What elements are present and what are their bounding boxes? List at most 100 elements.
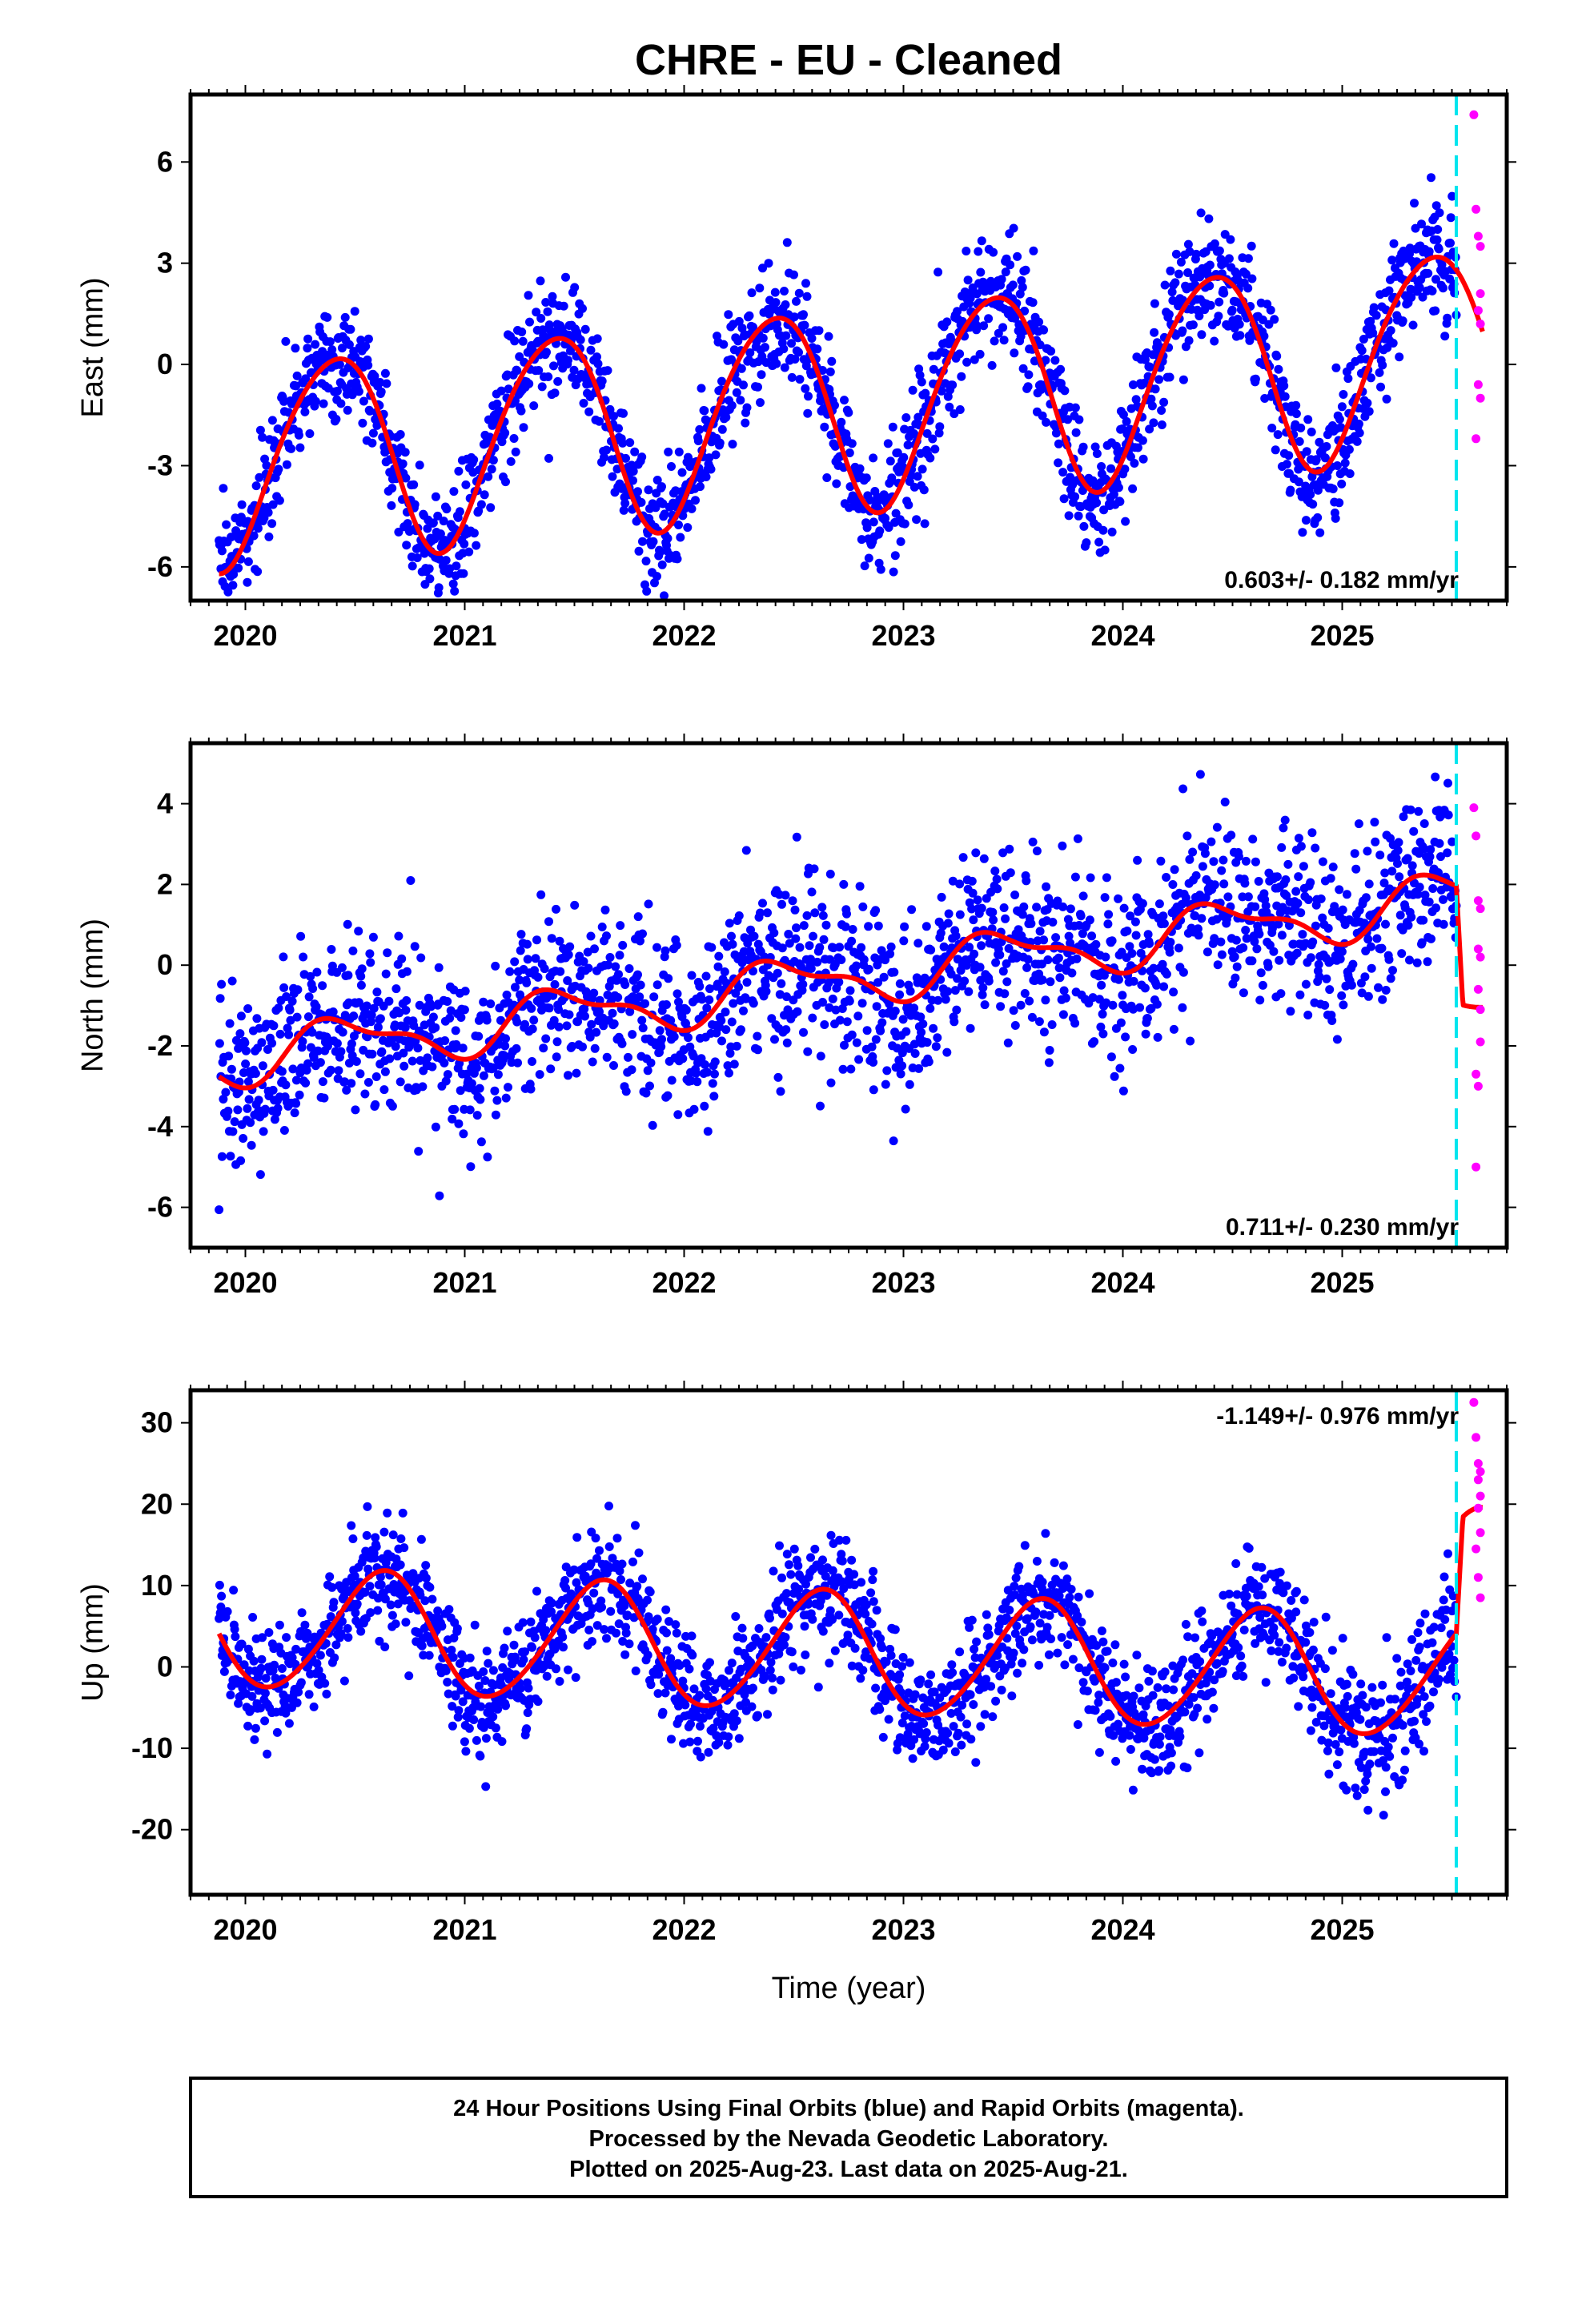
data-point [335, 360, 344, 369]
data-point [1130, 459, 1139, 468]
data-point [368, 932, 378, 942]
data-point [1023, 382, 1033, 392]
data-point [644, 485, 653, 495]
data-point [1197, 330, 1207, 340]
data-point [897, 1048, 907, 1058]
data-point [510, 336, 520, 346]
data-point [368, 428, 378, 438]
data-point [889, 1136, 898, 1146]
data-point [717, 1036, 726, 1046]
data-point [909, 1039, 919, 1049]
data-point [1443, 313, 1452, 323]
data-point [869, 1058, 878, 1067]
data-point [602, 1052, 612, 1062]
data-point [259, 1127, 268, 1136]
data-point [1054, 458, 1063, 468]
data-point [820, 422, 829, 432]
data-point [621, 453, 630, 463]
data-point [717, 1015, 726, 1025]
data-point [1019, 902, 1029, 911]
data-point [425, 1582, 435, 1592]
data-point [311, 340, 320, 349]
data-point [958, 853, 968, 862]
data-point [753, 1045, 762, 1055]
data-point [1303, 895, 1313, 904]
data-point [1126, 911, 1135, 921]
data-point [978, 983, 988, 992]
data-point [990, 866, 1000, 876]
data-point [413, 1043, 423, 1053]
data-point [491, 961, 500, 971]
data-point [418, 1082, 428, 1092]
data-point [1302, 447, 1311, 456]
data-point [434, 963, 444, 972]
data-point [701, 1060, 709, 1069]
data-point [919, 485, 929, 495]
data-point [705, 453, 714, 463]
data-point [781, 1025, 791, 1035]
data-point [1435, 838, 1444, 848]
data-point [464, 547, 474, 557]
data-point [1047, 1020, 1057, 1029]
data-point [586, 345, 596, 355]
data-point [1115, 497, 1125, 506]
data-point [657, 560, 667, 569]
data-point [1443, 778, 1452, 788]
data-point [481, 1782, 491, 1791]
data-point [865, 496, 874, 505]
data-point [504, 384, 513, 394]
data-point [943, 392, 953, 401]
data-point [620, 499, 630, 508]
data-point [1126, 452, 1135, 461]
data-point [546, 1064, 556, 1074]
data-point [1003, 1038, 1013, 1047]
data-point [257, 1655, 267, 1664]
data-point [1122, 927, 1132, 935]
data-point [792, 923, 801, 933]
data-point [739, 1006, 748, 1015]
data-point [1074, 511, 1083, 521]
data-point [520, 1019, 529, 1029]
data-point [1419, 915, 1428, 925]
data-point [799, 310, 808, 320]
data-point [223, 587, 233, 597]
data-point [1098, 1029, 1108, 1039]
data-point [511, 1652, 520, 1662]
data-point [586, 1559, 596, 1569]
data-point [272, 1727, 282, 1737]
data-point [454, 1706, 464, 1715]
data-point [453, 1712, 463, 1722]
data-point [975, 963, 985, 972]
data-point [482, 1647, 492, 1656]
data-point [323, 312, 332, 322]
data-point [1118, 410, 1128, 420]
data-point [1433, 225, 1443, 234]
data-point [1320, 1000, 1330, 1010]
y-axis-label: Up (mm) [76, 1583, 110, 1702]
data-point [255, 472, 264, 482]
data-point [253, 524, 263, 533]
data-point [703, 1127, 713, 1136]
data-point [1354, 419, 1363, 428]
data-point [1230, 952, 1239, 962]
data-point [837, 955, 846, 964]
data-point [687, 971, 697, 980]
data-point [369, 1003, 379, 1013]
data-point [588, 1637, 596, 1647]
data-point [1051, 933, 1061, 943]
data-point [701, 971, 711, 981]
data-point [528, 1642, 536, 1652]
x-tick-label: 2021 [432, 619, 496, 652]
data-point [1070, 872, 1080, 882]
data-point [678, 1054, 688, 1063]
data-point [1101, 952, 1110, 962]
data-point [1006, 868, 1015, 878]
data-point [343, 919, 352, 929]
data-point [691, 1068, 701, 1078]
data-point [1191, 249, 1201, 259]
data-point [658, 499, 668, 509]
data-point [347, 1039, 356, 1048]
data-point [749, 999, 758, 1008]
data-point [380, 1067, 390, 1076]
data-point [1313, 485, 1323, 495]
